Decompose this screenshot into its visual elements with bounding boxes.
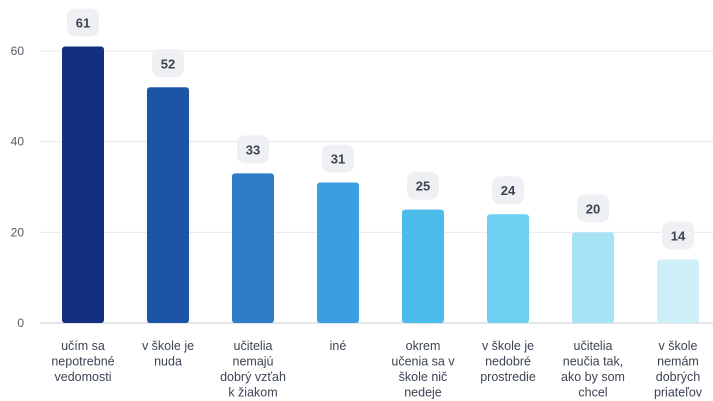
category-label: v škole je nuda <box>142 339 194 369</box>
bar <box>317 182 359 323</box>
category-label-line: nuda <box>154 355 182 369</box>
bar <box>62 46 104 323</box>
y-axis-ticks: 0 20 40 60 <box>11 44 25 330</box>
category-label-line: iné <box>330 339 347 353</box>
bars <box>62 46 699 324</box>
bar <box>147 87 189 324</box>
data-label: 14 <box>671 229 686 244</box>
data-label-background <box>322 144 354 173</box>
category-label-line: ako by som <box>561 370 625 384</box>
category-label-line: neučia tak, <box>563 355 623 369</box>
category-label-line: učitelia <box>234 339 273 353</box>
data-label-background <box>492 176 524 205</box>
bar <box>402 209 444 323</box>
category-label-line: priateľov <box>654 386 703 400</box>
category-label: učitelia neučia tak, ako by som chcel <box>561 339 625 400</box>
bar <box>657 259 699 323</box>
y-tick-label: 40 <box>11 135 25 149</box>
category-label: učím sa nepotrebné vedomosti <box>51 339 114 384</box>
category-label-line: učenia sa v <box>391 355 455 369</box>
category-label: okrem učenia sa v škole nič nedeje <box>391 339 455 400</box>
category-label-line: učitelia <box>574 339 613 353</box>
bar <box>232 173 274 323</box>
data-label: 31 <box>331 151 345 166</box>
data-label: 25 <box>416 179 430 194</box>
y-tick-label: 60 <box>11 44 25 58</box>
y-tick-label: 0 <box>17 316 24 330</box>
category-label: v škole je nedobré prostredie <box>480 339 536 384</box>
data-label-background <box>67 8 99 37</box>
category-label-line: v škole je <box>482 339 534 353</box>
category-label-line: nedeje <box>404 386 442 400</box>
category-label: iné <box>330 339 347 353</box>
category-labels: učím sa nepotrebné vedomosti v škole je nuda… <box>51 339 702 400</box>
data-labels: 61 52 33 31 25 24 20 14 <box>67 8 694 250</box>
data-label-background <box>407 171 439 200</box>
data-label: 61 <box>76 15 90 30</box>
data-label: 52 <box>161 56 175 71</box>
data-label-background <box>662 221 694 250</box>
bar <box>572 232 614 323</box>
category-label-line: k žiakom <box>228 386 277 400</box>
category-label-line: dobrých <box>656 370 701 384</box>
category-label-line: dobrý vzťah <box>220 370 286 384</box>
category-label-line: nepotrebné <box>51 355 114 369</box>
data-label: 24 <box>501 183 516 198</box>
data-label: 33 <box>246 142 260 157</box>
data-label: 20 <box>586 201 600 216</box>
category-label-line: učím sa <box>61 339 105 353</box>
category-label: učitelia nemajú dobrý vzťah k žiakom <box>220 339 286 400</box>
category-label-line: okrem <box>406 339 441 353</box>
category-label-line: nemám <box>657 355 699 369</box>
category-label-line: prostredie <box>480 370 536 384</box>
y-tick-label: 20 <box>11 225 25 239</box>
data-label-background <box>152 49 184 78</box>
category-label-line: v škole <box>659 339 698 353</box>
category-label-line: v škole je <box>142 339 194 353</box>
bar <box>487 214 529 323</box>
data-label-background <box>237 135 269 164</box>
data-label-background <box>577 194 609 223</box>
category-label: v škole nemám dobrých priateľov <box>654 339 703 400</box>
category-label-line: nemajú <box>233 355 274 369</box>
category-label-line: škole nič <box>399 370 448 384</box>
category-label-line: vedomosti <box>55 370 112 384</box>
category-label-line: nedobré <box>485 355 531 369</box>
category-label-line: chcel <box>578 386 607 400</box>
